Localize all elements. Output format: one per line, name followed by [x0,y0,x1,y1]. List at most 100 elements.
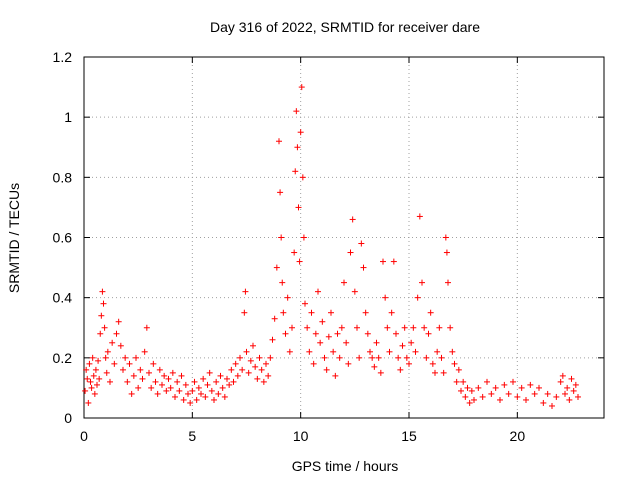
data-point [403,354,410,361]
y-tick-label: 1.2 [53,49,73,65]
y-tick-label: 0 [64,410,72,426]
data-point [204,381,211,388]
grid-lines [84,57,604,418]
data-point [141,348,148,355]
data-point [154,390,161,397]
data-point [310,360,317,367]
y-axis-title: SRMTID / TECUs [6,183,22,293]
data-point [479,393,486,400]
data-point [180,396,187,403]
data-point [113,330,120,337]
data-point [347,249,354,256]
data-point [572,381,579,388]
data-point [334,330,341,337]
data-point [150,360,157,367]
data-point [371,363,378,370]
data-point [462,393,469,400]
data-point [406,360,412,367]
data-point [193,396,200,403]
x-tick-label: 20 [510,428,526,444]
data-point [185,390,191,397]
data-point [321,354,328,361]
data-point [237,354,243,361]
data-point [295,204,302,211]
data-point [419,279,425,286]
data-point [505,390,512,397]
data-point [395,354,402,361]
data-point [575,393,581,400]
data-point [410,324,417,331]
data-point [460,378,467,385]
x-tick-label: 15 [401,428,417,444]
data-point [250,342,256,349]
data-point [226,381,233,388]
data-point [88,384,95,391]
data-point [245,369,252,376]
data-point [443,249,450,256]
data-point [224,375,230,382]
data-point [256,354,263,361]
data-point [294,144,301,151]
data-point [254,375,261,382]
data-point [332,372,339,379]
data-point [174,378,181,385]
data-point [289,324,295,331]
data-point [369,354,376,361]
data-point [161,372,168,379]
data-point [182,381,189,388]
data-point [135,384,142,391]
data-point [455,366,462,373]
data-point [96,375,103,382]
data-point [319,318,326,325]
data-point [115,318,122,325]
data-point [156,366,163,373]
data-point [176,387,183,394]
data-point [85,399,92,406]
data-point [531,390,538,397]
data-point [429,360,436,367]
data-point [242,288,249,295]
data-point [137,366,144,373]
data-point [189,387,196,394]
data-point [94,381,100,388]
data-point [103,369,110,376]
data-point [292,168,299,175]
data-point [442,234,449,241]
data-point [458,387,464,394]
data-point [230,378,237,385]
x-tick-label: 10 [293,428,309,444]
data-point [124,378,131,385]
data-point [234,372,241,379]
data-point [401,324,408,331]
data-point [280,309,287,316]
data-point [466,399,473,406]
data-point [377,369,384,376]
data-point [514,393,521,400]
y-tick-label: 0.6 [53,230,73,246]
data-point [117,342,124,349]
data-point [436,324,443,331]
data-point [549,402,555,409]
data-point [148,384,155,391]
data-point [211,396,217,403]
data-point [86,360,93,367]
data-point [492,384,499,391]
data-point [260,378,267,385]
x-tick-label: 0 [80,428,88,444]
data-point [451,360,458,367]
data-point [373,339,380,346]
data-point [447,324,454,331]
data-point [128,390,135,397]
data-point [510,378,516,385]
data-point [300,234,307,241]
data-point [273,264,280,271]
data-point [282,330,289,337]
data-point [195,384,202,391]
data-point [497,396,503,403]
data-point [345,360,352,367]
data-point [241,309,248,316]
data-point [269,336,276,343]
data-point [382,294,389,301]
data-point [570,387,577,394]
data-point [139,375,146,382]
